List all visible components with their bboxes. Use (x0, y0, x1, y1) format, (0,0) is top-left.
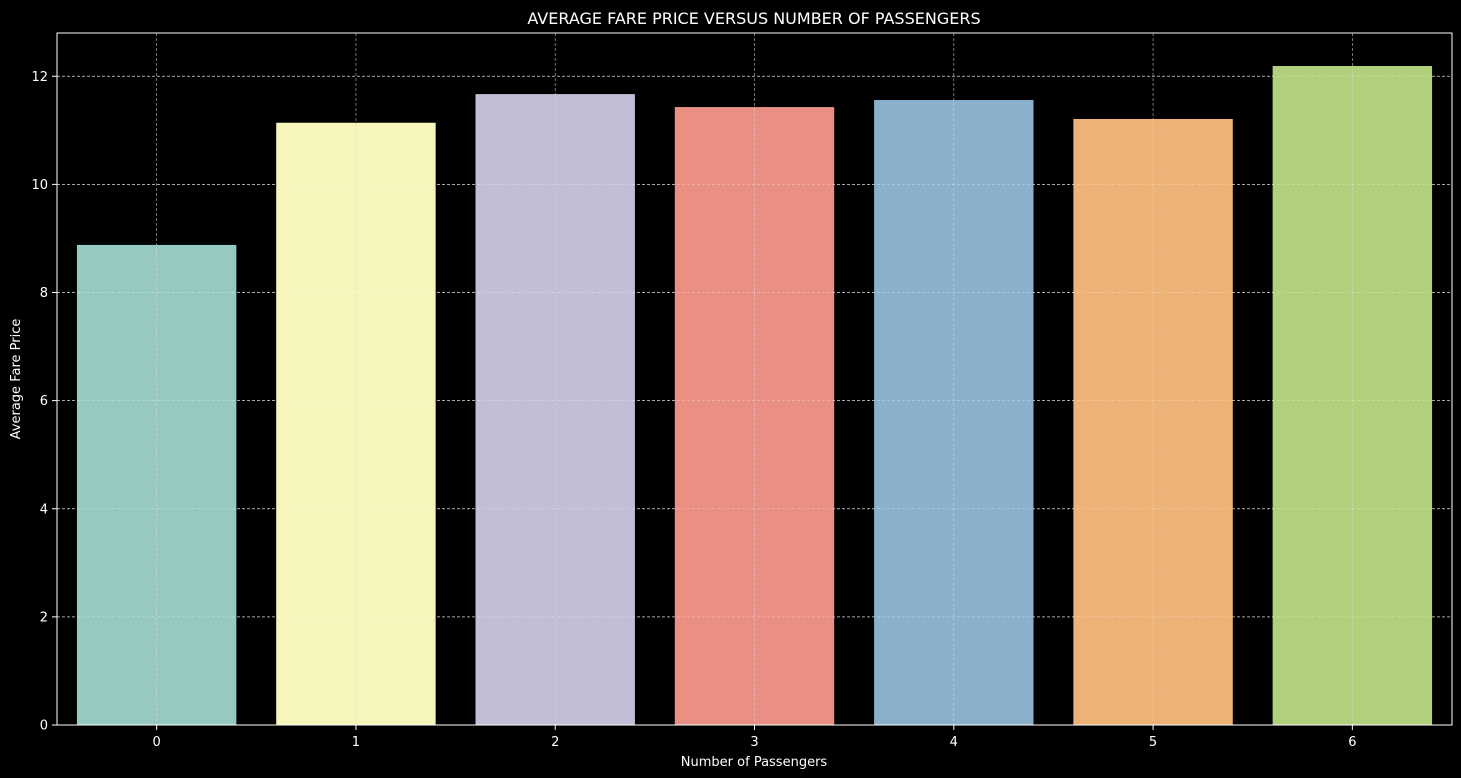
y-tick-label: 10 (31, 178, 48, 193)
x-tick-label: 4 (950, 735, 958, 750)
x-ticks-layer: 0 1 2 3 4 5 6 (153, 725, 1356, 750)
x-tick-label: 3 (750, 735, 758, 750)
y-tick-label: 2 (40, 610, 48, 625)
y-tick-label: 12 (31, 70, 48, 85)
x-tick-label: 5 (1149, 735, 1157, 750)
x-tick-label: 1 (352, 735, 360, 750)
x-tick-label: 0 (153, 735, 161, 750)
y-ticks-layer: 0 2 4 6 8 10 12 (31, 70, 57, 734)
y-axis-label: Average Fare Price (9, 319, 24, 440)
chart-title: AVERAGE FARE PRICE VERSUS NUMBER OF PASS… (527, 9, 980, 28)
y-tick-label: 0 (40, 719, 48, 734)
y-tick-label: 6 (40, 394, 48, 409)
x-tick-label: 2 (551, 735, 559, 750)
x-tick-label: 6 (1348, 735, 1356, 750)
x-axis-label: Number of Passengers (681, 755, 828, 770)
y-tick-label: 8 (40, 286, 48, 301)
y-tick-label: 4 (40, 502, 48, 517)
